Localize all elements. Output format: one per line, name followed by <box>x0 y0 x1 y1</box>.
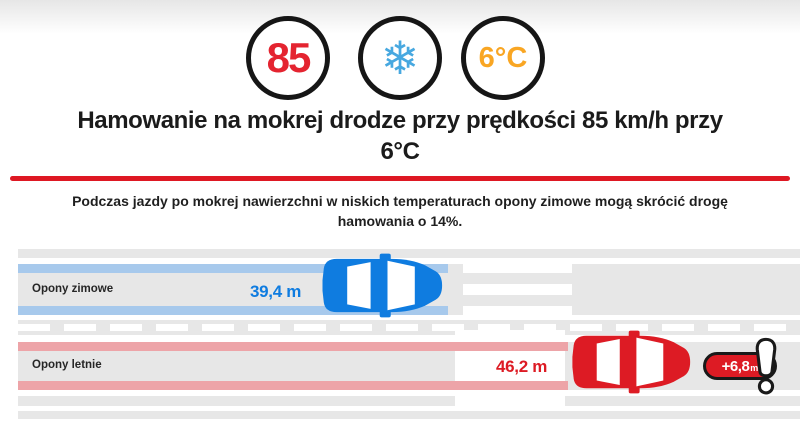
blue-car-icon <box>316 253 446 318</box>
winter-distance-bar-top <box>18 264 448 273</box>
road-lower-band-2 <box>18 411 800 419</box>
summer-tires-label: Opony letnie <box>32 359 102 371</box>
winter-distance-bar-bottom <box>18 306 448 315</box>
road-center-band <box>18 320 800 335</box>
temperature-value: 6°C <box>478 41 528 74</box>
road-edge-band <box>18 249 800 258</box>
subtitle-line-1: Podczas jazdy po mokrej nawierzchni w ni… <box>72 193 728 209</box>
red-divider <box>10 176 790 181</box>
exclamation-icon <box>748 336 784 396</box>
speed-limit-icon: 85 <box>246 16 330 100</box>
red-car-icon <box>565 330 695 394</box>
summer-distance-bar-top <box>18 342 568 351</box>
winter-distance-value: 39,4 m <box>250 282 302 301</box>
snowflake-icon: ❄ <box>358 16 442 100</box>
title-line-2: 6°C <box>380 138 420 166</box>
page-title: Hamowanie na mokrej drodze przy prędkośc… <box>0 105 800 167</box>
subtitle: Podczas jazdy po mokrej nawierzchni w ni… <box>20 191 780 232</box>
summer-distance-bar-bottom <box>18 381 568 390</box>
extra-distance-unit: m <box>750 363 759 373</box>
stop-zone-mark <box>463 284 572 295</box>
center-dashed-line <box>18 324 800 331</box>
title-line-1: Hamowanie na mokrej drodze przy prędkośc… <box>77 107 723 134</box>
subtitle-line-2: hamowania o 14%. <box>337 213 463 230</box>
speed-value: 85 <box>266 34 312 81</box>
temperature-icon: 6°C <box>461 16 545 100</box>
snowflake-glyph: ❄ <box>380 32 420 84</box>
stop-zone-mark <box>463 306 572 317</box>
stop-zone-mark <box>463 262 572 273</box>
extra-distance-value: +6,8 <box>721 357 750 375</box>
winter-tires-label: Opony zimowe <box>32 283 114 295</box>
road-lower-band-1 <box>18 396 800 406</box>
summer-distance-value: 46,2 m <box>496 357 548 376</box>
